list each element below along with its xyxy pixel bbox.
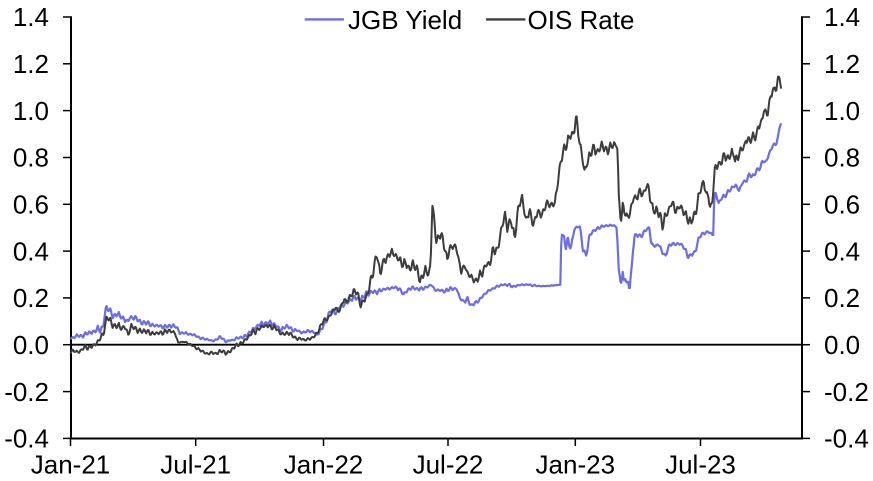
svg-text:0.2: 0.2 <box>13 283 49 313</box>
svg-text:1.4: 1.4 <box>824 2 860 32</box>
svg-text:Jan-22: Jan-22 <box>284 450 364 480</box>
svg-text:-0.2: -0.2 <box>824 377 869 407</box>
svg-text:0.2: 0.2 <box>824 283 860 313</box>
svg-text:Jul-21: Jul-21 <box>160 450 231 480</box>
svg-text:-0.4: -0.4 <box>824 424 869 454</box>
svg-text:0.4: 0.4 <box>13 236 49 266</box>
svg-text:0.8: 0.8 <box>13 143 49 173</box>
svg-text:-0.2: -0.2 <box>4 377 49 407</box>
svg-text:Jul-23: Jul-23 <box>665 450 736 480</box>
svg-text:Jul-22: Jul-22 <box>413 450 484 480</box>
svg-text:0.6: 0.6 <box>824 190 860 220</box>
svg-text:OIS Rate: OIS Rate <box>528 5 635 35</box>
svg-text:0.0: 0.0 <box>13 330 49 360</box>
svg-text:Jan-23: Jan-23 <box>536 450 616 480</box>
svg-text:1.0: 1.0 <box>824 96 860 126</box>
svg-text:-0.4: -0.4 <box>4 424 49 454</box>
svg-text:JGB Yield: JGB Yield <box>348 5 462 35</box>
svg-text:Jan-21: Jan-21 <box>31 450 111 480</box>
svg-text:1.4: 1.4 <box>13 2 49 32</box>
svg-text:0.0: 0.0 <box>824 330 860 360</box>
svg-text:0.4: 0.4 <box>824 236 860 266</box>
svg-text:0.6: 0.6 <box>13 190 49 220</box>
svg-text:0.8: 0.8 <box>824 143 860 173</box>
svg-text:1.2: 1.2 <box>13 49 49 79</box>
svg-text:1.2: 1.2 <box>824 49 860 79</box>
svg-text:1.0: 1.0 <box>13 96 49 126</box>
